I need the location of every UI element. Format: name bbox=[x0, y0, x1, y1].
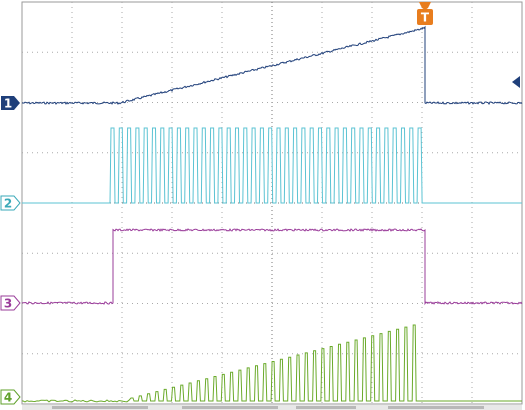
waveform-ch2 bbox=[22, 127, 522, 204]
channel-3-label: 3 bbox=[4, 297, 12, 311]
strip-seg bbox=[388, 406, 484, 409]
trigger-arrow bbox=[419, 2, 431, 10]
waveform-ch3 bbox=[21, 228, 523, 306]
channel-3-marker bbox=[0, 295, 21, 311]
channel-1-label: 1 bbox=[4, 97, 12, 111]
channel-2-marker bbox=[0, 195, 21, 211]
waveforms bbox=[21, 25, 523, 403]
status-strip bbox=[22, 405, 522, 410]
trigger-label: T bbox=[421, 11, 430, 25]
channel-2-label: 2 bbox=[4, 197, 12, 211]
channel-4-marker bbox=[0, 389, 21, 405]
waveform-ch1 bbox=[22, 25, 523, 105]
strip-seg bbox=[296, 406, 356, 409]
channel-4-label: 4 bbox=[4, 391, 12, 405]
strip-seg bbox=[52, 406, 148, 409]
channel-1-marker bbox=[1, 96, 20, 110]
trigger-level-marker bbox=[512, 76, 520, 88]
trigger-marker bbox=[417, 9, 433, 25]
strip-seg bbox=[182, 406, 278, 409]
waveform-ch4 bbox=[21, 324, 522, 403]
